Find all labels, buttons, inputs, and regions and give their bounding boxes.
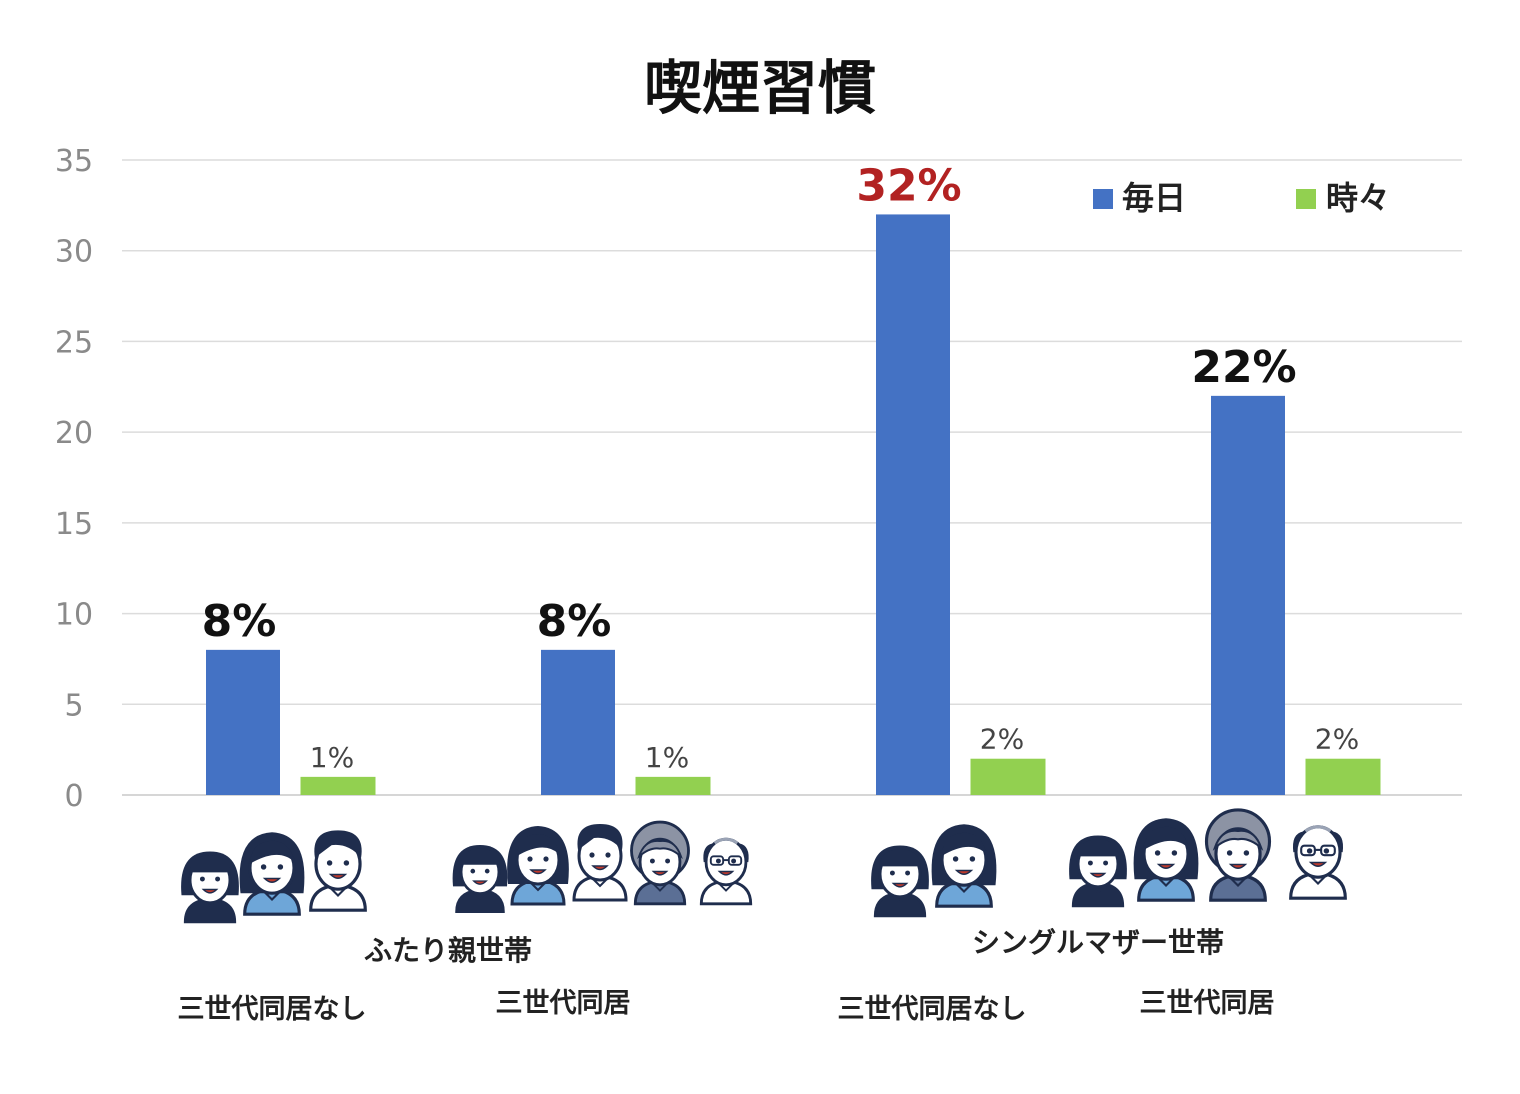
illustrations [181, 808, 1347, 924]
category-label: 三世代同居 [1140, 988, 1275, 1019]
data-label-daily: 32% [856, 160, 961, 211]
bar-sometimes [1305, 758, 1381, 795]
y-tick-label: 35 [55, 144, 93, 179]
legend: 毎日 時々 [1093, 179, 1390, 217]
mother-face-icon [507, 826, 569, 906]
legend-swatch [1093, 189, 1113, 209]
data-label-sometimes: 2% [980, 723, 1024, 756]
y-tick-label: 20 [55, 416, 93, 451]
y-tick-label: 0 [64, 779, 83, 814]
category-label: 三世代同居なし [838, 994, 1027, 1025]
chart-title: 喫煙習慣 [644, 54, 876, 122]
bar-sometimes [970, 758, 1046, 795]
data-label-sometimes: 2% [1315, 723, 1359, 756]
grandfather-face-icon [699, 837, 753, 906]
father-face-icon [572, 824, 628, 902]
y-axis: 0 5 10 15 20 25 30 35 [55, 144, 93, 814]
category-label: 三世代同居 [496, 988, 631, 1019]
grandmother-face-icon [1204, 808, 1272, 902]
data-label-daily: 8% [537, 596, 612, 647]
legend-swatch [1296, 189, 1316, 209]
bar-daily [206, 649, 280, 795]
father-face-icon [309, 830, 367, 912]
mother-face-icon [1133, 818, 1199, 902]
bar-daily [876, 214, 950, 795]
group-label: ふたり親世帯 [364, 934, 532, 967]
group-label: シングルマザー世帯 [972, 926, 1224, 959]
legend-label: 時々 [1326, 179, 1390, 217]
child-face-icon [181, 851, 239, 924]
grandmother-face-icon [630, 820, 690, 906]
mother-face-icon [239, 832, 305, 916]
child-face-icon [452, 845, 508, 913]
child-face-icon [1069, 835, 1127, 908]
bar-sometimes [635, 776, 711, 795]
data-label-sometimes: 1% [310, 741, 354, 774]
data-label-daily: 22% [1191, 342, 1296, 393]
bar-daily [1211, 395, 1285, 795]
gridlines [122, 159, 1462, 796]
data-label-sometimes: 1% [645, 741, 689, 774]
y-tick-label: 25 [55, 325, 93, 360]
bar-daily [541, 649, 615, 795]
mother-face-icon [931, 824, 997, 908]
child-face-icon [871, 845, 929, 918]
grandfather-face-icon [1289, 825, 1347, 900]
bar-sometimes [300, 776, 376, 795]
y-tick-label: 15 [55, 507, 93, 542]
legend-label: 毎日 [1122, 179, 1186, 217]
x-axis-labels: 三世代同居なし 三世代同居 三世代同居なし 三世代同居 ふたり親世帯 シングルマザー世帯 [178, 926, 1275, 1025]
data-labels: 8% 8% 32% 22% 1% 1% 2% 2% [202, 160, 1360, 773]
data-label-daily: 8% [202, 596, 277, 647]
bars [206, 214, 1381, 795]
y-tick-label: 30 [55, 235, 93, 270]
category-label: 三世代同居なし [178, 994, 367, 1025]
y-tick-label: 5 [64, 688, 83, 723]
y-tick-label: 10 [55, 598, 93, 633]
